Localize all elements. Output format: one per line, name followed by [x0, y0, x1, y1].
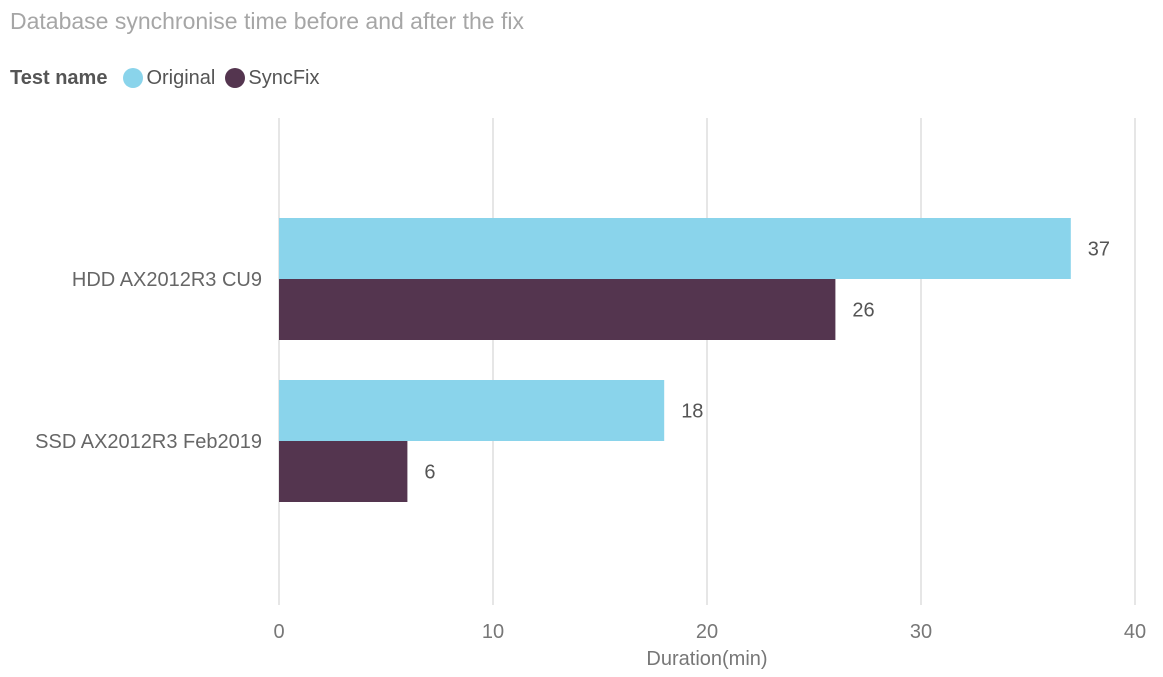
- bar-syncfix-1: [279, 441, 408, 502]
- legend-label-syncfix: SyncFix: [248, 66, 320, 89]
- x-tick-label-10: 10: [482, 621, 504, 643]
- data-label-original-0: 37: [1088, 239, 1110, 261]
- data-label-syncfix-0: 26: [852, 300, 874, 322]
- legend-item-syncfix[interactable]: SyncFix: [225, 66, 320, 90]
- chart-title: Database synchronise time before and aft…: [10, 8, 524, 34]
- legend-swatch-syncfix: [225, 68, 246, 88]
- legend-item-original[interactable]: Original: [123, 67, 215, 90]
- legend: Test name Original SyncFix: [10, 64, 330, 92]
- data-label-syncfix-1: 6: [424, 462, 435, 484]
- x-tick-label-40: 40: [1124, 621, 1146, 643]
- legend-title: Test name: [10, 66, 108, 89]
- bar-syncfix-0: [279, 279, 836, 340]
- bar-original-1: [279, 380, 665, 441]
- legend-swatch-original: [123, 68, 144, 88]
- category-label-1: SSD AX2012R3 Feb2019: [35, 431, 262, 453]
- legend-label-original: Original: [146, 66, 216, 89]
- x-tick-label-30: 30: [910, 621, 932, 643]
- x-tick-label-20: 20: [696, 621, 718, 643]
- x-axis-title: Duration(min): [646, 648, 767, 670]
- bar-original-0: [279, 218, 1071, 279]
- x-tick-label-0: 0: [273, 621, 284, 643]
- category-label-0: HDD AX2012R3 CU9: [72, 269, 262, 291]
- data-label-original-1: 18: [681, 401, 703, 423]
